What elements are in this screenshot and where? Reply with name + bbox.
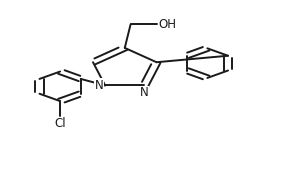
Text: Cl: Cl bbox=[54, 117, 66, 130]
Text: OH: OH bbox=[158, 18, 176, 31]
Text: N: N bbox=[95, 79, 104, 92]
Text: N: N bbox=[140, 86, 149, 99]
